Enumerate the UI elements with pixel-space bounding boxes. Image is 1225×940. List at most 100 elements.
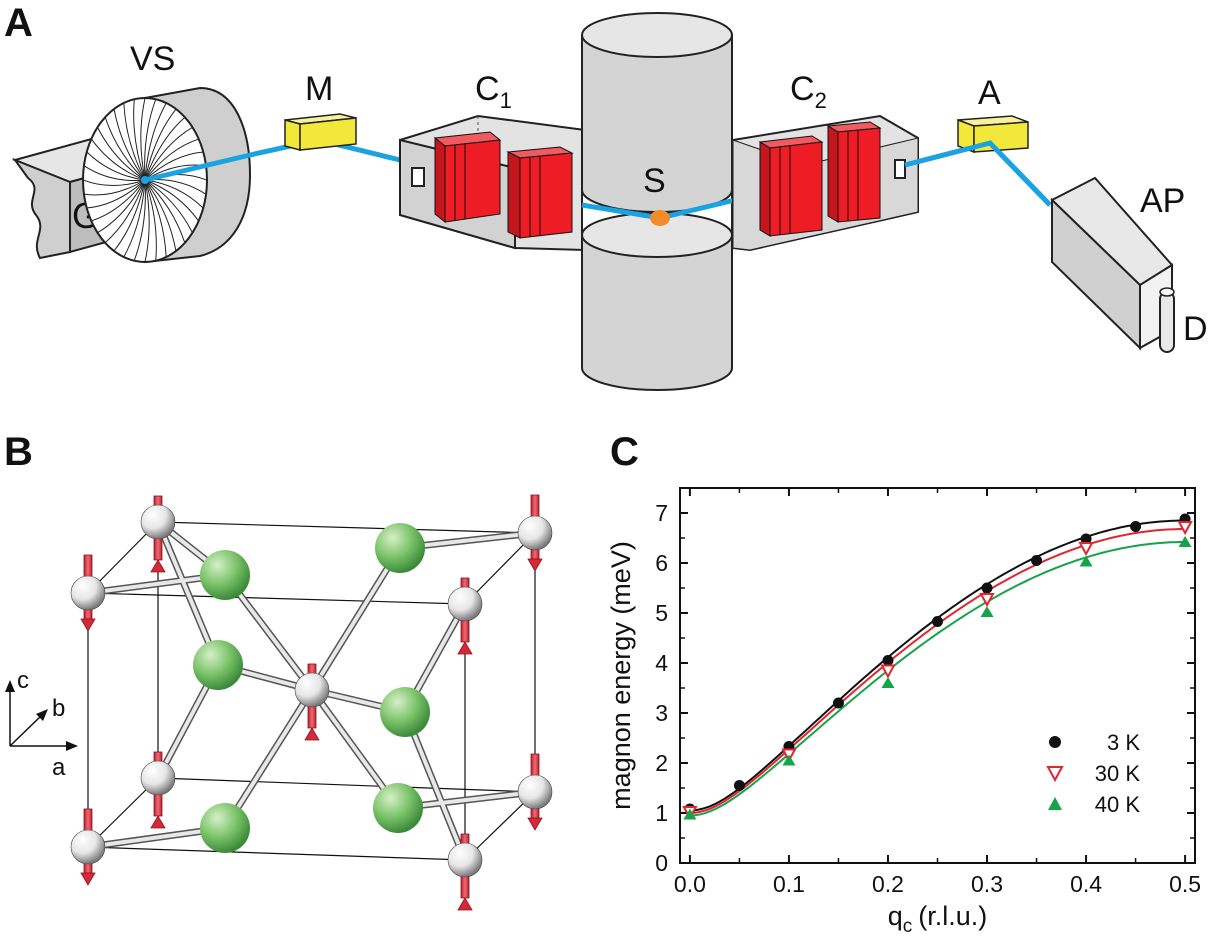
sample-cryostat: S — [581, 12, 736, 391]
legend-marker — [1046, 766, 1064, 783]
selector-blade — [123, 179, 146, 258]
magnetic-atom — [70, 575, 106, 611]
data-markers — [682, 513, 1193, 821]
selector-blade — [113, 179, 146, 252]
data-point — [1178, 536, 1192, 547]
label-ap: AP — [1140, 182, 1185, 220]
selector-blade — [86, 151, 146, 181]
x-tick-label: 0.4 — [1070, 871, 1102, 897]
panel-c: C 0.0 0.1 0.2 0.3 0.4 0.5 0 1 2 3 4 5 6 7 3 K 30 K 40 K… — [606, 430, 1201, 937]
data-point — [981, 582, 993, 594]
ligand-atom — [375, 523, 425, 573]
ligand-atom — [373, 783, 423, 833]
x-tick-label: 0.2 — [872, 871, 904, 897]
selector-blade — [90, 138, 146, 181]
analyzer-crystal: A — [904, 74, 1052, 207]
axis-label-a: a — [52, 754, 66, 781]
magnetic-atom — [447, 842, 483, 878]
velocity-selector: VS — [82, 40, 252, 264]
data-point — [980, 606, 994, 617]
data-point — [683, 808, 697, 820]
axis-label-c: c — [17, 667, 29, 694]
selector-blade — [144, 116, 186, 181]
monochromator-crystal: M — [284, 70, 357, 151]
label-s: S — [643, 162, 666, 200]
magnon-dispersion-chart: 0.0 0.1 0.2 0.3 0.4 0.5 0 1 2 3 4 5 6 7 3 K 30 K 40 K m… — [606, 487, 1201, 937]
detector-tube: D — [1159, 287, 1208, 353]
data-point — [1078, 542, 1094, 557]
magnetic-atom — [70, 829, 106, 865]
selector-blade — [144, 179, 200, 222]
x-tick-label: 0.5 — [1169, 871, 1201, 897]
collimator-2: C2 — [732, 70, 919, 252]
magnetic-atom — [447, 586, 483, 622]
selector-blade — [133, 179, 146, 261]
selector-blade — [83, 165, 146, 181]
selector-blade — [144, 179, 150, 263]
selector-blade — [104, 116, 146, 181]
y-tick-label: 6 — [655, 550, 668, 576]
data-point — [882, 655, 894, 666]
selector-blade — [97, 179, 146, 234]
selector-blade — [144, 102, 167, 181]
selector-blade — [144, 99, 157, 181]
selector-blade — [133, 99, 146, 181]
axis-triad: c b a — [5, 667, 78, 781]
magnetic-atom — [517, 515, 553, 551]
selector-blade — [91, 179, 146, 222]
sample-crystal — [650, 210, 670, 226]
magnetic-atom — [517, 774, 553, 810]
y-tick-label: 0 — [655, 850, 668, 876]
ligand-atom — [200, 550, 250, 600]
legend: 3 K 30 K 40 K — [1046, 730, 1141, 817]
data-point — [733, 780, 745, 791]
y-tick-label: 2 — [655, 750, 668, 776]
selector-blade — [86, 179, 146, 209]
selector-blade — [104, 179, 146, 244]
x-tick-label: 0.1 — [773, 871, 805, 897]
data-point — [881, 677, 895, 688]
legend-marker — [1048, 797, 1062, 810]
selector-blade — [144, 151, 204, 181]
magnetic-atoms — [70, 494, 553, 911]
y-tick-label: 7 — [655, 500, 668, 526]
ligand-atom — [193, 640, 243, 690]
data-point — [1031, 555, 1043, 566]
spin-arrow-head — [527, 817, 543, 831]
x-tick-label: 0.0 — [674, 871, 706, 897]
data-point — [832, 697, 844, 709]
selector-blade — [144, 126, 193, 181]
collimator-1: C1 — [399, 70, 586, 252]
legend-label: 30 K — [1095, 761, 1141, 786]
x-tick-label: 0.3 — [971, 871, 1003, 897]
analyzer-shield: AP — [1050, 176, 1185, 351]
data-point — [932, 616, 943, 627]
panel-b: B — [4, 430, 553, 911]
spin-arrow-head — [304, 727, 320, 741]
selector-blade — [144, 179, 167, 258]
selector-blade — [144, 179, 186, 244]
selector-blade — [123, 102, 146, 181]
spin-arrow-head — [80, 618, 96, 632]
legend-marker — [1049, 736, 1061, 748]
magnetic-atom — [294, 672, 330, 708]
ligand-atom — [380, 687, 430, 737]
y-tick-label: 3 — [655, 700, 668, 726]
label-m: M — [305, 70, 333, 108]
y-tick-label: 4 — [655, 650, 668, 676]
selector-blade — [144, 138, 199, 181]
panel-label-c: C — [610, 430, 639, 474]
label-c1: C1 — [475, 70, 512, 113]
data-point — [880, 664, 896, 679]
spin-arrow-head — [150, 815, 166, 829]
spin-arrow-head — [457, 897, 473, 911]
selector-blade — [144, 179, 193, 233]
data-point — [782, 754, 796, 766]
data-point — [1079, 555, 1093, 567]
y-axis-label: magnon energy (meV) — [606, 541, 636, 810]
ligand-atom — [200, 803, 250, 853]
label-vs: VS — [130, 40, 175, 78]
x-axis-label: qc (r.l.u.) — [888, 901, 988, 937]
selector-blade — [97, 127, 146, 181]
